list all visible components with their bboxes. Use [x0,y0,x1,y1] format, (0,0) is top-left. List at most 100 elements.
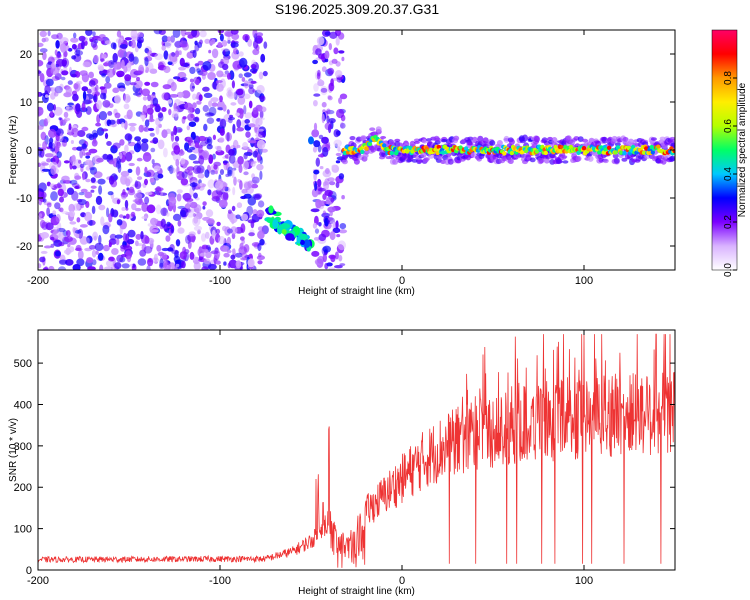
noise-cell [243,72,252,78]
noise-cell [254,123,259,128]
noise-cell [112,142,121,149]
noise-cell [48,265,55,270]
noise-cell [339,93,348,100]
snr-line [37,333,676,568]
noise-cell [310,208,320,213]
noise-cell [175,263,180,268]
carrier-halo [394,138,401,143]
noise-cell [88,245,97,250]
noise-cell [73,32,77,39]
noise-cell [328,82,335,92]
noise-cell [336,108,345,119]
noise-cell [76,146,83,151]
noise-cell [201,266,209,270]
noise-cell [335,152,342,157]
noise-cell [65,105,70,110]
noise-cell [77,250,84,260]
noise-cell [100,216,105,226]
signal-cell [268,205,274,214]
noise-cell [249,68,258,73]
noise-cell [63,50,68,58]
noise-cell [241,188,248,194]
noise-cell [210,169,216,175]
carrier-cell [543,150,548,156]
noise-cell [111,209,119,218]
noise-cell [38,125,44,130]
noise-cell [69,210,76,218]
noise-cell [204,169,210,178]
noise-cell [219,118,227,129]
noise-cell [219,128,225,136]
y-tick-label: 100 [14,524,32,536]
chart-title: S196.2025.309.20.37.G31 [275,1,439,17]
x-axis-label: Height of straight line (km) [298,286,415,297]
noise-cell [97,178,106,185]
noise-cell [236,119,242,128]
noise-cell [161,35,169,43]
noise-cell [114,262,122,270]
noise-cell [107,111,113,116]
noise-cell [144,178,148,186]
noise-cell [65,247,71,256]
noise-cell [338,229,348,234]
noise-cell [334,251,339,260]
noise-cell [50,236,55,241]
noise-cell [333,139,342,147]
noise-cell [67,80,73,85]
noise-cell [230,42,239,48]
noise-cell [187,240,192,250]
noise-cell [193,204,202,214]
colorbar-tick-label: 0.4 [723,167,734,181]
noise-cell [330,197,335,203]
carrier-cell [622,151,627,156]
noise-cell [165,128,172,134]
noise-cell [126,255,132,263]
noise-cell [260,95,266,102]
carrier-cell [641,150,647,155]
noise-cell [147,118,155,123]
noise-cell [321,136,329,144]
signal-cell [281,229,287,235]
noise-cell [230,226,238,235]
carrier-cell [382,143,387,148]
noise-cell [251,173,256,179]
noise-cell [104,40,112,45]
noise-cell [170,132,175,142]
noise-cell [181,260,186,269]
carrier-cell [364,146,369,151]
noise-cell [79,163,85,168]
noise-cell [335,70,343,78]
noise-cell [79,236,89,245]
noise-cell [46,158,52,163]
y-tick-label: -20 [16,241,32,253]
noise-cell [77,130,86,137]
noise-cell [194,107,201,115]
noise-cell [38,143,42,147]
noise-cell [193,192,198,199]
noise-cell [117,87,126,92]
carrier-halo [621,157,628,162]
noise-cell [120,244,127,250]
noise-cell [239,180,243,190]
noise-cell [72,264,81,270]
noise-cell [318,222,322,227]
noise-cell [73,203,81,211]
noise-cell [119,152,123,160]
noise-cell [223,261,227,266]
noise-cell [230,102,237,106]
noise-cell [312,222,317,229]
noise-cell [204,38,210,44]
noise-cell [54,250,61,257]
noise-cell [170,81,177,92]
carrier-cell [613,150,618,155]
noise-cell [206,138,211,143]
noise-cell [108,119,116,125]
noise-cell [50,62,57,69]
carrier-halo [375,126,382,133]
y-tick-label: 0 [26,565,32,577]
y-tick-label: -10 [16,193,32,205]
noise-cell [68,203,75,213]
noise-cell [104,266,113,270]
noise-cell [312,146,318,153]
